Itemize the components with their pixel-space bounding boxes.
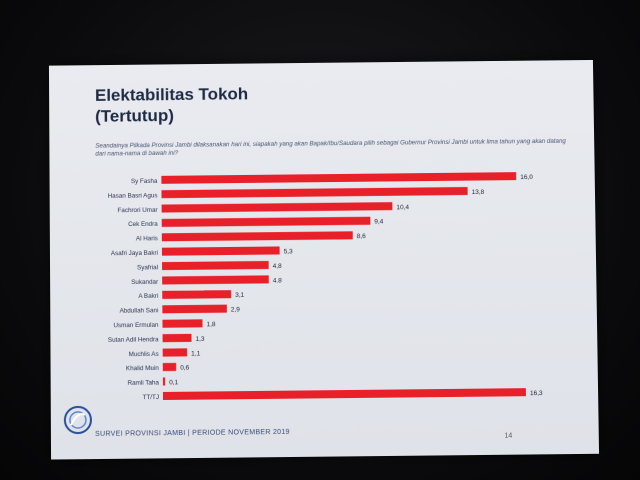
value-label: 3,1 <box>235 292 244 299</box>
bar <box>162 261 269 270</box>
category-label: Ramli Taha <box>128 380 160 387</box>
bar-chart: Sy Fasha 16,0 Hasan Basri Agus 13,8 Fachrori… <box>49 60 599 460</box>
value-label: 1,8 <box>206 321 215 328</box>
value-label: 4,8 <box>273 277 282 284</box>
bar <box>161 172 516 184</box>
value-label: 1,1 <box>191 350 200 357</box>
category-label: Abdullah Sani <box>120 307 159 314</box>
category-label: A Bakri <box>138 293 158 300</box>
value-label: 2,9 <box>231 306 240 313</box>
category-label: Fachrori Umar <box>118 207 158 214</box>
value-label: 4,8 <box>273 263 282 270</box>
value-label: 1,3 <box>195 336 204 343</box>
category-label: Syafrial <box>137 264 158 271</box>
survey-logo-icon <box>63 405 93 435</box>
bar <box>162 275 269 284</box>
value-label: 9,4 <box>374 219 383 226</box>
bar <box>162 202 393 212</box>
presentation-slide: Elektabilitas Tokoh (Tertutup) Seandainy… <box>49 60 599 460</box>
category-label: Al Haris <box>136 235 158 242</box>
category-label: Hasan Basri Agus <box>108 192 158 200</box>
value-label: 13,8 <box>472 189 485 196</box>
category-label: Khalid Muin <box>126 365 159 372</box>
value-label: 16,0 <box>520 174 533 181</box>
bar <box>163 348 188 356</box>
bar <box>163 334 192 342</box>
value-label: 5,3 <box>284 248 293 255</box>
bar <box>161 187 467 198</box>
bar <box>162 217 371 227</box>
category-label: TT/TJ <box>143 394 159 401</box>
value-label: 0,6 <box>180 365 189 372</box>
category-label: Asafri Jaya Bakri <box>111 250 158 258</box>
category-label: Sy Fasha <box>131 178 158 185</box>
value-label: 8,6 <box>357 233 366 240</box>
bar <box>162 319 202 327</box>
page-number: 14 <box>504 433 512 440</box>
bar <box>162 290 231 299</box>
value-label: 0,1 <box>169 379 178 386</box>
bar <box>163 377 165 385</box>
value-label: 16,3 <box>530 390 543 397</box>
category-label: Muchlis As <box>129 351 159 358</box>
bar <box>163 363 176 371</box>
category-label: Sukandar <box>131 279 158 286</box>
bar <box>162 246 280 255</box>
category-label: Usman Ermulan <box>113 322 159 330</box>
category-label: Cek Endra <box>128 221 158 228</box>
value-label: 10,4 <box>396 204 409 211</box>
bar <box>162 305 227 314</box>
bar <box>163 388 526 400</box>
category-label: Sutan Adil Hendra <box>108 336 159 344</box>
bar <box>162 231 353 241</box>
